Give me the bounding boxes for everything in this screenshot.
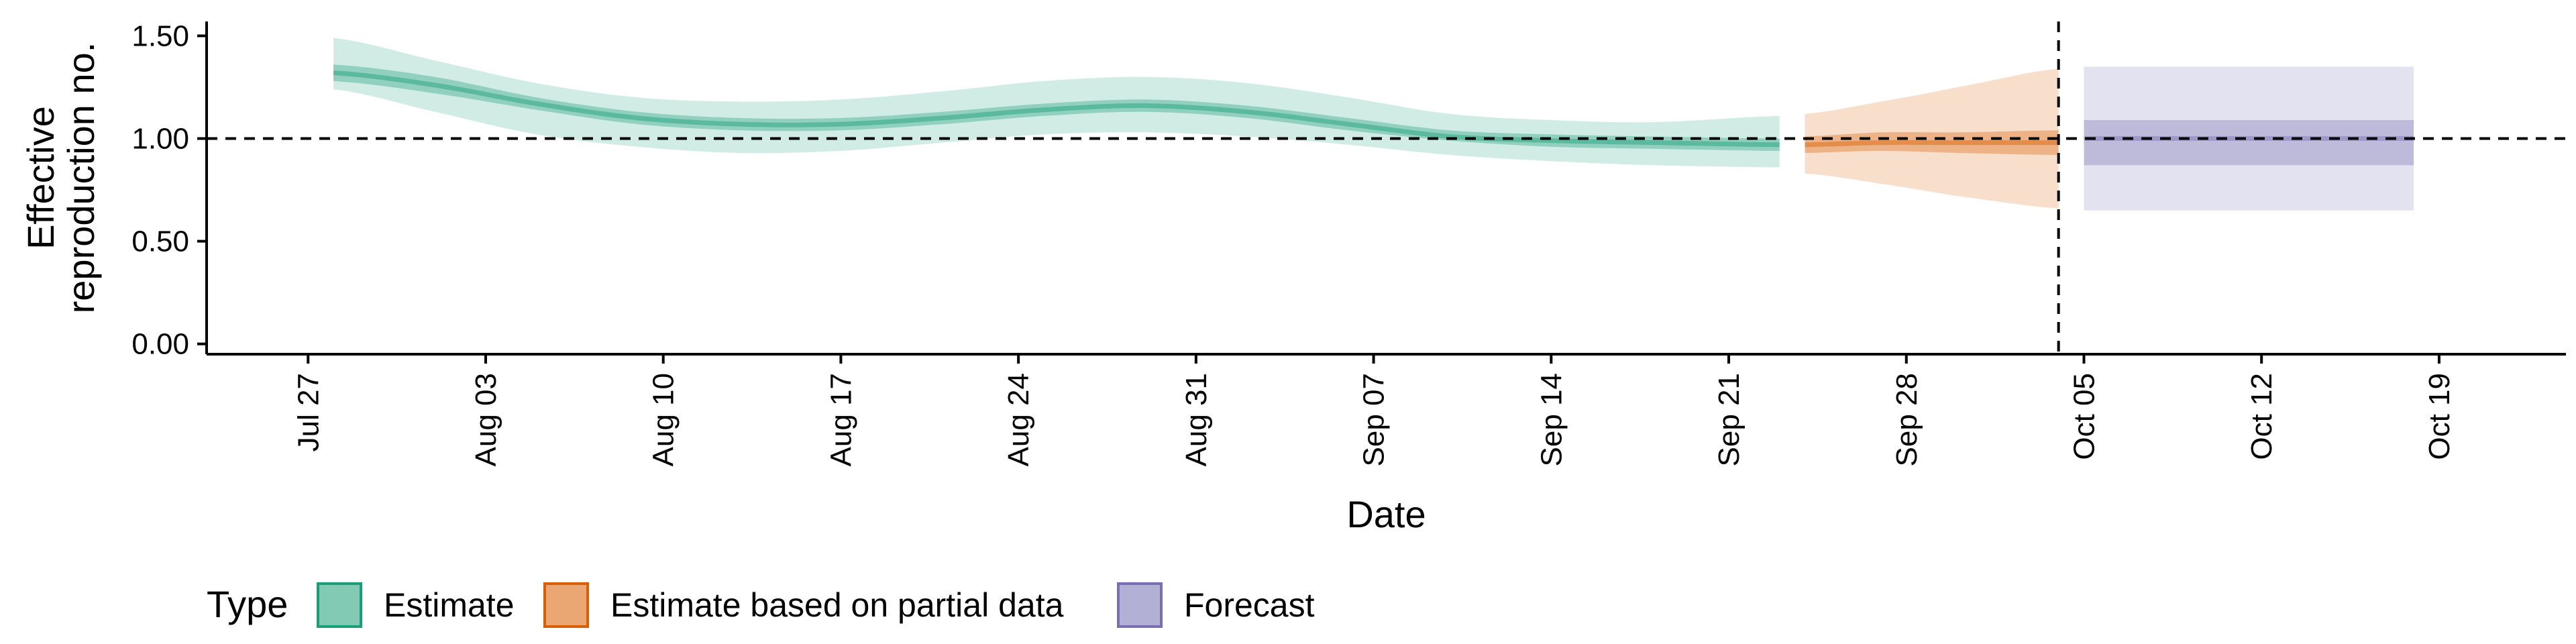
legend-label: Forecast <box>1184 586 1315 624</box>
x-tick-label: Aug 10 <box>647 373 680 466</box>
legend-label: Estimate <box>384 586 515 624</box>
y-tick-label: 1.50 <box>131 19 189 52</box>
outer-band <box>1805 68 2059 209</box>
x-tick-label: Sep 28 <box>1890 373 1923 466</box>
inner-band <box>2084 120 2414 166</box>
x-tick-label: Oct 05 <box>2068 373 2100 460</box>
x-tick-label: Sep 07 <box>1358 373 1391 466</box>
y-axis-title-line: Effective <box>19 106 62 250</box>
x-axis-title: Date <box>1346 493 1426 535</box>
y-tick-label: 0.00 <box>131 328 189 361</box>
series-forecast <box>2084 66 2414 211</box>
x-tick-label: Sep 21 <box>1713 373 1746 466</box>
median-line <box>1805 140 2059 148</box>
y-axis-title: Effectivereproduction no. <box>19 42 102 314</box>
legend-key <box>543 582 589 628</box>
inner-band <box>333 64 1780 151</box>
x-tick-label: Aug 03 <box>470 373 502 466</box>
inner-band <box>1805 130 2059 155</box>
outer-band <box>333 38 1780 168</box>
outer-band <box>2084 66 2414 211</box>
y-tick-label: 1.00 <box>131 123 189 156</box>
series-estimate <box>333 38 1780 168</box>
x-tick-label: Jul 27 <box>292 373 325 451</box>
legend-title: Type <box>207 583 288 625</box>
x-tick-label: Sep 14 <box>1535 373 1568 466</box>
x-tick-label: Aug 24 <box>1002 373 1035 466</box>
series-estimate-based-on-partial-data <box>1805 68 2059 209</box>
series-bands <box>333 38 2414 211</box>
x-tick-label: Aug 17 <box>824 373 857 466</box>
y-axis-title-line: reproduction no. <box>60 42 102 314</box>
median-line <box>333 70 1780 148</box>
axes: 0.00 0.50 1.00 1.50 Jul 27 Aug 03 Aug 10 Aug 17… <box>19 19 2566 535</box>
legend: Type Estimate Estimate based on partial da… <box>207 582 1315 628</box>
legend-label: Estimate based on partial data <box>610 586 1064 624</box>
x-tick-label: Oct 19 <box>2423 373 2456 460</box>
x-tick-label: Aug 31 <box>1180 373 1213 466</box>
y-tick-label: 0.50 <box>131 225 189 258</box>
legend-key <box>317 582 362 628</box>
legend-key <box>1117 582 1163 628</box>
x-tick-label: Oct 12 <box>2245 373 2278 460</box>
